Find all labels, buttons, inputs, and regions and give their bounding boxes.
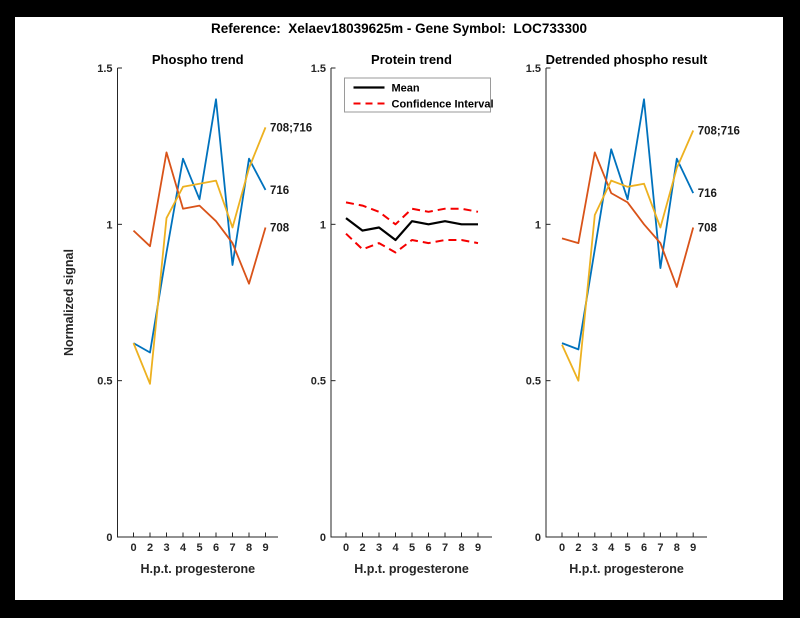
x-tick-label: 3 (163, 542, 169, 554)
series-line-708-716 (561, 130, 695, 382)
x-tick-label: 2 (575, 542, 581, 554)
x-tick-label: 3 (376, 542, 382, 554)
series-line-716 (561, 98, 695, 351)
axes-spines (117, 68, 278, 538)
x-tick-label: 8 (458, 542, 464, 554)
x-tick-label: 4 (392, 542, 399, 554)
y-tick-label: 1.5 (97, 63, 112, 75)
y-axis-label: Normalized signal (62, 249, 76, 356)
x-tick-label: 4 (608, 542, 615, 554)
y-tick-label: 1 (106, 219, 112, 231)
y-tick-label: 0.5 (97, 376, 112, 388)
x-axis-label: H.p.t. progesterone (569, 562, 684, 576)
legend-label-mean: Mean (392, 83, 420, 95)
x-tick-label: 9 (475, 542, 481, 554)
x-tick-label: 4 (180, 542, 187, 554)
figure-title: Reference: Xelaev18039625m - Gene Symbol… (211, 21, 587, 36)
series-end-label-708-716: 708;716 (270, 122, 312, 134)
series-end-label-708: 708 (698, 222, 718, 234)
figure-canvas: Reference: Xelaev18039625m - Gene Symbol… (15, 17, 783, 600)
y-tick-label: 0 (320, 532, 326, 544)
series-line-confidence-interval-lower (345, 232, 479, 254)
y-tick-label: 1 (535, 219, 541, 231)
x-tick-label: 2 (359, 542, 365, 554)
series-line-708 (561, 151, 695, 288)
x-tick-label: 9 (690, 542, 696, 554)
series-end-label-708: 708 (270, 222, 290, 234)
y-tick-label: 0 (106, 532, 112, 544)
y-tick-label: 0.5 (526, 376, 541, 388)
x-tick-label: 6 (213, 542, 219, 554)
x-tick-label: 3 (592, 542, 598, 554)
y-tick-label: 1.5 (311, 63, 326, 75)
x-tick-label: 0 (130, 542, 136, 554)
series-end-label-716: 716 (698, 188, 717, 200)
legend: Mean Confidence Interval (344, 77, 494, 113)
y-tick-label: 0.5 (311, 376, 326, 388)
subplot-title: Detrended phospho result (546, 52, 708, 67)
subplot-detrended-phospho-result: 00.511.50 2 3 4 5 6 7 8 9H.p.t. progesteroneDetr… (526, 52, 740, 576)
subplot-protein-trend: 00.511.50 2 3 4 5 6 7 8 9H.p.t. progesteroneProt… (311, 52, 494, 576)
series-line-confidence-interval-upper (345, 201, 479, 226)
x-axis-label: H.p.t. progesterone (140, 562, 255, 576)
x-tick-label: 9 (262, 542, 268, 554)
series-line-708 (132, 151, 267, 285)
axes-spines (545, 68, 707, 538)
x-tick-label: 8 (246, 542, 252, 554)
subplot-title: Protein trend (371, 52, 452, 67)
x-tick-label: 7 (442, 542, 448, 554)
subplot-phospho-trend: 00.511.50 2 3 4 5 6 7 8 9H.p.t. progesteronePhos… (62, 52, 312, 576)
x-tick-label: 5 (409, 542, 415, 554)
y-tick-label: 1 (320, 219, 326, 231)
subplot-title: Phospho trend (152, 52, 244, 67)
y-tick-label: 0 (535, 532, 541, 544)
x-tick-label: 5 (625, 542, 631, 554)
plots-canvas: 00.511.50 2 3 4 5 6 7 8 9H.p.t. progesteronePhos… (62, 52, 740, 576)
x-tick-label: 2 (147, 542, 153, 554)
x-tick-label: 8 (674, 542, 680, 554)
y-tick-label: 1.5 (526, 63, 541, 75)
axes-spines (330, 68, 492, 538)
legend-label-confidence-interval: Confidence Interval (392, 99, 494, 111)
x-tick-label: 5 (196, 542, 202, 554)
x-tick-label: 0 (559, 542, 565, 554)
x-tick-label: 0 (343, 542, 349, 554)
series-line-708-716 (132, 127, 267, 385)
x-tick-label: 6 (641, 542, 647, 554)
series-line-716 (133, 98, 267, 354)
x-tick-label: 6 (425, 542, 431, 554)
series-end-label-708-716: 708;716 (698, 126, 740, 138)
legend-box (344, 77, 491, 113)
x-axis-label: H.p.t. progesterone (354, 562, 469, 576)
x-tick-label: 7 (657, 542, 663, 554)
series-line-mean (345, 217, 478, 242)
series-end-label-716: 716 (270, 185, 289, 197)
x-tick-label: 7 (229, 542, 235, 554)
